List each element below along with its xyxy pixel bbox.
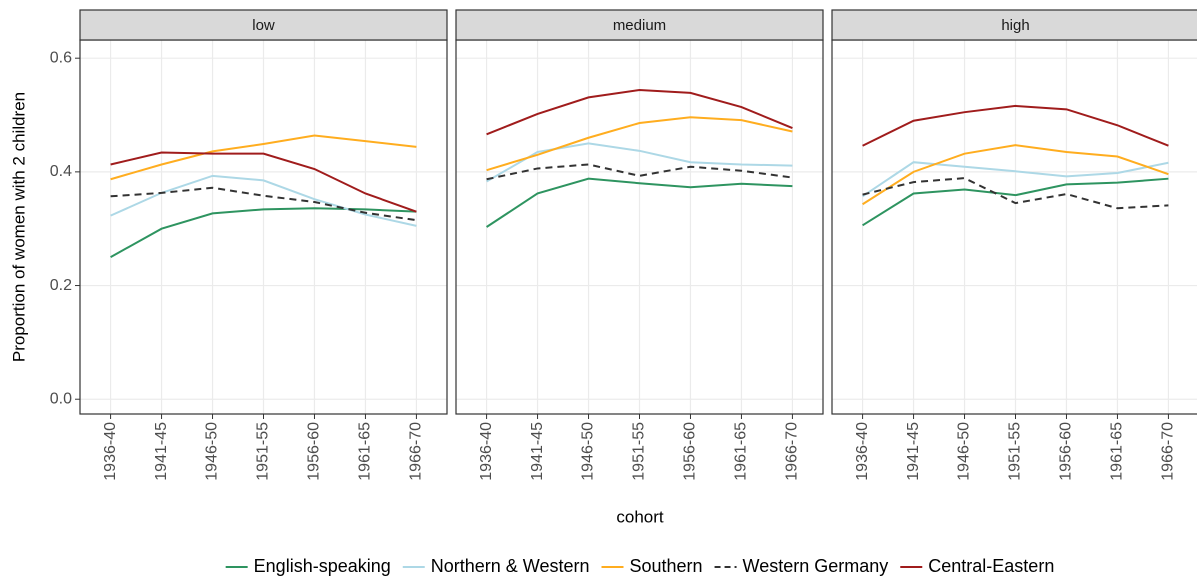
x-tick-label: 1951-55 bbox=[631, 422, 648, 481]
legend-label: Northern & Western bbox=[431, 556, 590, 576]
series-line bbox=[486, 142, 793, 183]
x-tick-label: 1951-55 bbox=[1007, 422, 1024, 481]
strip bbox=[831, 9, 1197, 41]
facet-label: medium bbox=[613, 17, 666, 34]
x-tick-label: 1966-70 bbox=[1160, 422, 1177, 481]
y-tick-label: 0.4 bbox=[50, 163, 72, 180]
y-axis-title: Proportion of women with 2 children bbox=[9, 92, 28, 362]
x-tick-label: 1956-60 bbox=[682, 422, 699, 481]
series-line bbox=[862, 144, 1169, 206]
x-tick-label: 1941-45 bbox=[905, 422, 922, 481]
legend: English-speaking Northern & Western Southe… bbox=[225, 556, 1054, 576]
y-tick-label: 0.2 bbox=[50, 277, 72, 294]
legend-label: Southern bbox=[629, 556, 702, 576]
series-line bbox=[110, 151, 417, 213]
x-tick-label: 1936-40 bbox=[478, 422, 495, 481]
facet-label: low bbox=[252, 17, 275, 34]
x-tick-label: 1966-70 bbox=[408, 422, 425, 481]
x-tick-label: 1961-65 bbox=[357, 422, 374, 481]
series-line bbox=[486, 163, 793, 181]
series-line bbox=[110, 186, 417, 222]
series-line bbox=[110, 207, 417, 258]
x-tick-label: 1941-45 bbox=[529, 422, 546, 481]
x-tick-label: 1966-70 bbox=[784, 422, 801, 481]
series-line bbox=[486, 177, 793, 228]
series-line bbox=[110, 134, 417, 181]
x-tick-label: 1946-50 bbox=[580, 422, 597, 481]
x-tick-label: 1951-55 bbox=[255, 422, 272, 481]
y-tick-label: 0.6 bbox=[50, 49, 72, 66]
panel-background bbox=[832, 40, 1197, 414]
x-tick-label: 1961-65 bbox=[1109, 422, 1126, 481]
series-line bbox=[862, 161, 1169, 198]
series-line bbox=[486, 89, 793, 136]
x-tick-label: 1946-50 bbox=[204, 422, 221, 481]
x-axis-title: cohort bbox=[616, 507, 664, 526]
series-line bbox=[862, 177, 1169, 210]
x-tick-label: 1956-60 bbox=[1058, 422, 1075, 481]
y-tick-label: 0.0 bbox=[50, 390, 72, 407]
strip bbox=[455, 9, 824, 41]
facet-label: high bbox=[1001, 17, 1029, 34]
strip bbox=[79, 9, 448, 41]
x-tick-label: 1961-65 bbox=[733, 422, 750, 481]
series-line bbox=[486, 116, 793, 172]
legend-label: Central-Eastern bbox=[928, 556, 1054, 576]
legend-label: Western Germany bbox=[743, 556, 889, 576]
x-tick-label: 1956-60 bbox=[306, 422, 323, 481]
x-tick-label: 1946-50 bbox=[956, 422, 973, 481]
x-tick-label: 1941-45 bbox=[153, 422, 170, 481]
series-line bbox=[862, 177, 1169, 227]
series-line bbox=[862, 104, 1169, 147]
legend-label: English-speaking bbox=[254, 556, 391, 576]
x-tick-label: 1936-40 bbox=[102, 422, 119, 481]
x-tick-label: 1936-40 bbox=[854, 422, 871, 481]
